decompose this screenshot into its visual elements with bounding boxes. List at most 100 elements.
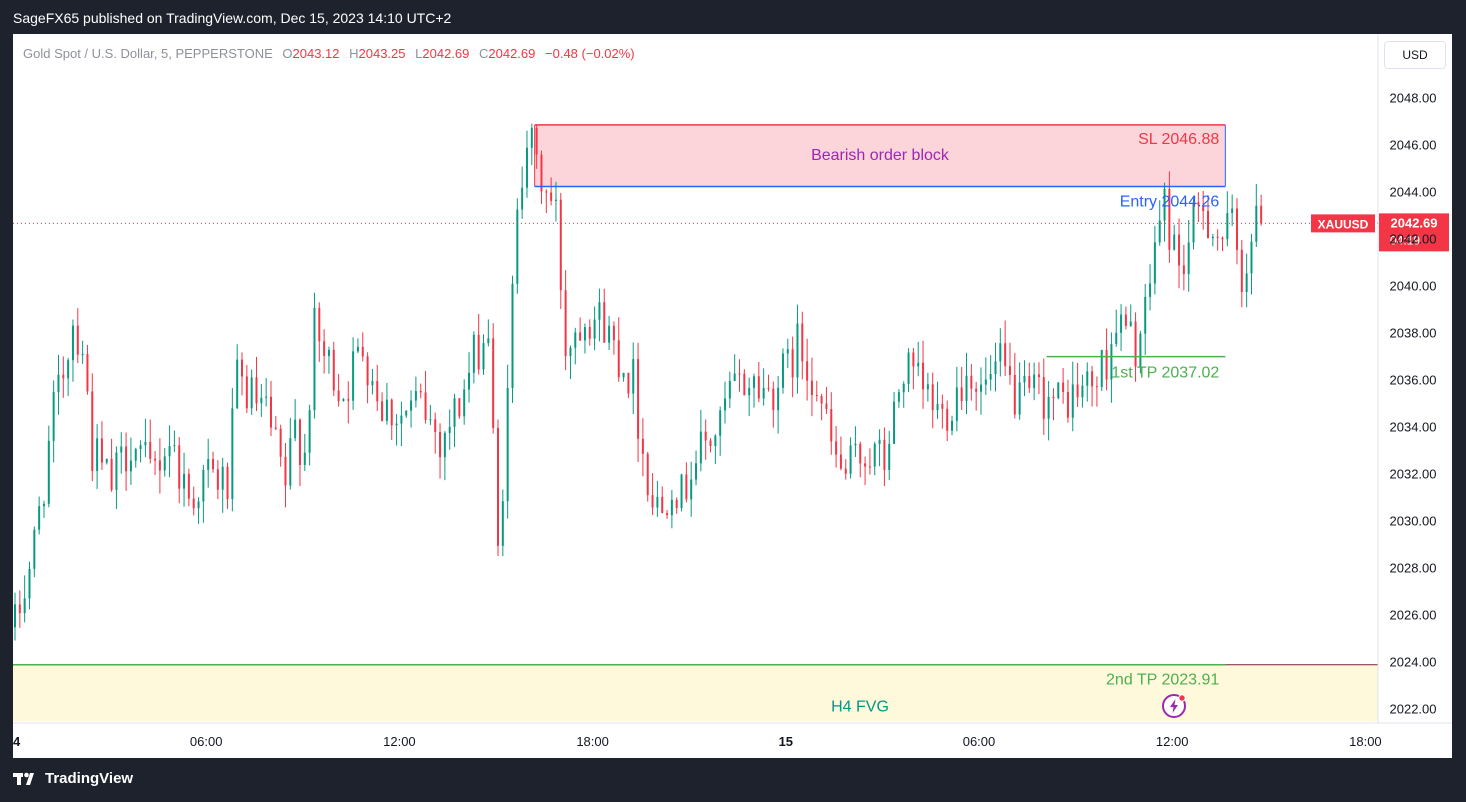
- candle-body: [1095, 386, 1098, 388]
- candle-body: [854, 443, 857, 446]
- candle: [709, 438, 712, 453]
- candle: [893, 391, 896, 444]
- candle-body: [410, 400, 413, 411]
- x-tick-label: 4: [13, 734, 21, 749]
- candle-body: [472, 334, 475, 373]
- candle: [96, 424, 99, 489]
- candle: [617, 317, 620, 382]
- candle: [303, 433, 306, 471]
- candle-body: [255, 377, 258, 404]
- candle: [67, 357, 70, 397]
- candle: [839, 436, 842, 471]
- candle-body: [289, 438, 292, 486]
- candle-body: [1149, 283, 1152, 297]
- x-tick-label: 12:00: [1156, 734, 1189, 749]
- y-tick-label: 2026.00: [1390, 608, 1437, 623]
- y-tick-label: 2030.00: [1390, 514, 1437, 529]
- candle: [1235, 198, 1238, 265]
- candle: [57, 354, 60, 415]
- candle: [699, 409, 702, 472]
- candle-body: [202, 469, 205, 502]
- candle-body: [1260, 205, 1263, 224]
- y-tick-label: 2034.00: [1390, 420, 1437, 435]
- candle: [579, 317, 582, 342]
- candle: [463, 379, 466, 425]
- candle: [337, 374, 340, 407]
- candle-body: [1231, 208, 1234, 213]
- candle: [984, 357, 987, 395]
- candle-body: [733, 373, 736, 381]
- flash-icon[interactable]: [1161, 693, 1187, 719]
- candle-body: [791, 349, 794, 378]
- candle-body: [883, 439, 886, 470]
- close-label: C: [479, 46, 489, 61]
- candle-body: [212, 459, 215, 470]
- tradingview-logo[interactable]: TradingView: [13, 770, 133, 787]
- candle: [1178, 218, 1181, 289]
- candle: [1057, 382, 1060, 400]
- candle: [525, 130, 528, 198]
- candle: [1250, 233, 1253, 295]
- candle: [313, 292, 316, 419]
- candle-body: [337, 390, 340, 402]
- candle: [178, 437, 181, 504]
- candle: [801, 311, 804, 380]
- candle: [100, 421, 103, 470]
- candle-body: [250, 377, 253, 409]
- candle-body: [318, 307, 321, 342]
- candle: [269, 380, 272, 437]
- candle: [666, 510, 669, 519]
- candle-body: [139, 445, 142, 449]
- candle-body: [612, 325, 615, 341]
- candle: [154, 450, 157, 475]
- candle: [588, 319, 591, 346]
- candle: [115, 446, 118, 509]
- chart-frame[interactable]: Bearish order block H4 FVG SL 2046.88 Entr…: [13, 34, 1452, 758]
- candle-body: [1100, 349, 1103, 387]
- candle-body: [1245, 273, 1248, 292]
- candle-body: [1178, 234, 1181, 266]
- candle: [1245, 253, 1248, 308]
- candle-body: [1120, 314, 1123, 333]
- candle: [1013, 352, 1016, 419]
- candle-body: [33, 529, 36, 569]
- candle: [472, 331, 475, 384]
- candle-body: [516, 209, 519, 284]
- candle-body: [738, 373, 741, 375]
- candle: [641, 418, 644, 477]
- candle: [608, 315, 611, 351]
- candle-body: [540, 154, 543, 192]
- candle-body: [149, 441, 152, 459]
- high-label: H: [349, 46, 359, 61]
- candle-body: [680, 474, 683, 508]
- candle-body: [704, 431, 707, 441]
- candle: [260, 384, 263, 417]
- candle: [864, 456, 867, 486]
- candle-body: [521, 187, 524, 210]
- candle-body: [1235, 208, 1238, 250]
- candle-body: [632, 359, 635, 394]
- candle-body: [347, 399, 350, 401]
- candle: [419, 383, 422, 399]
- candle-body: [323, 341, 326, 357]
- candle: [1052, 388, 1055, 421]
- candle: [965, 352, 968, 415]
- candle-body: [608, 325, 611, 343]
- candle: [410, 390, 413, 428]
- candle: [806, 338, 809, 401]
- candle: [125, 432, 128, 491]
- candle: [347, 381, 350, 424]
- candle: [284, 443, 287, 508]
- price-chart[interactable]: Bearish order block H4 FVG SL 2046.88 Entr…: [13, 34, 1452, 758]
- currency-button[interactable]: USD: [1384, 41, 1446, 69]
- candle-body: [144, 441, 147, 446]
- candle-body: [1023, 375, 1026, 383]
- candle: [183, 452, 186, 507]
- candle: [197, 497, 200, 524]
- candle: [342, 398, 345, 402]
- candle: [120, 432, 123, 474]
- candle: [1197, 192, 1200, 222]
- candle-body: [245, 376, 248, 409]
- candle-body: [617, 340, 620, 378]
- candle: [637, 342, 640, 463]
